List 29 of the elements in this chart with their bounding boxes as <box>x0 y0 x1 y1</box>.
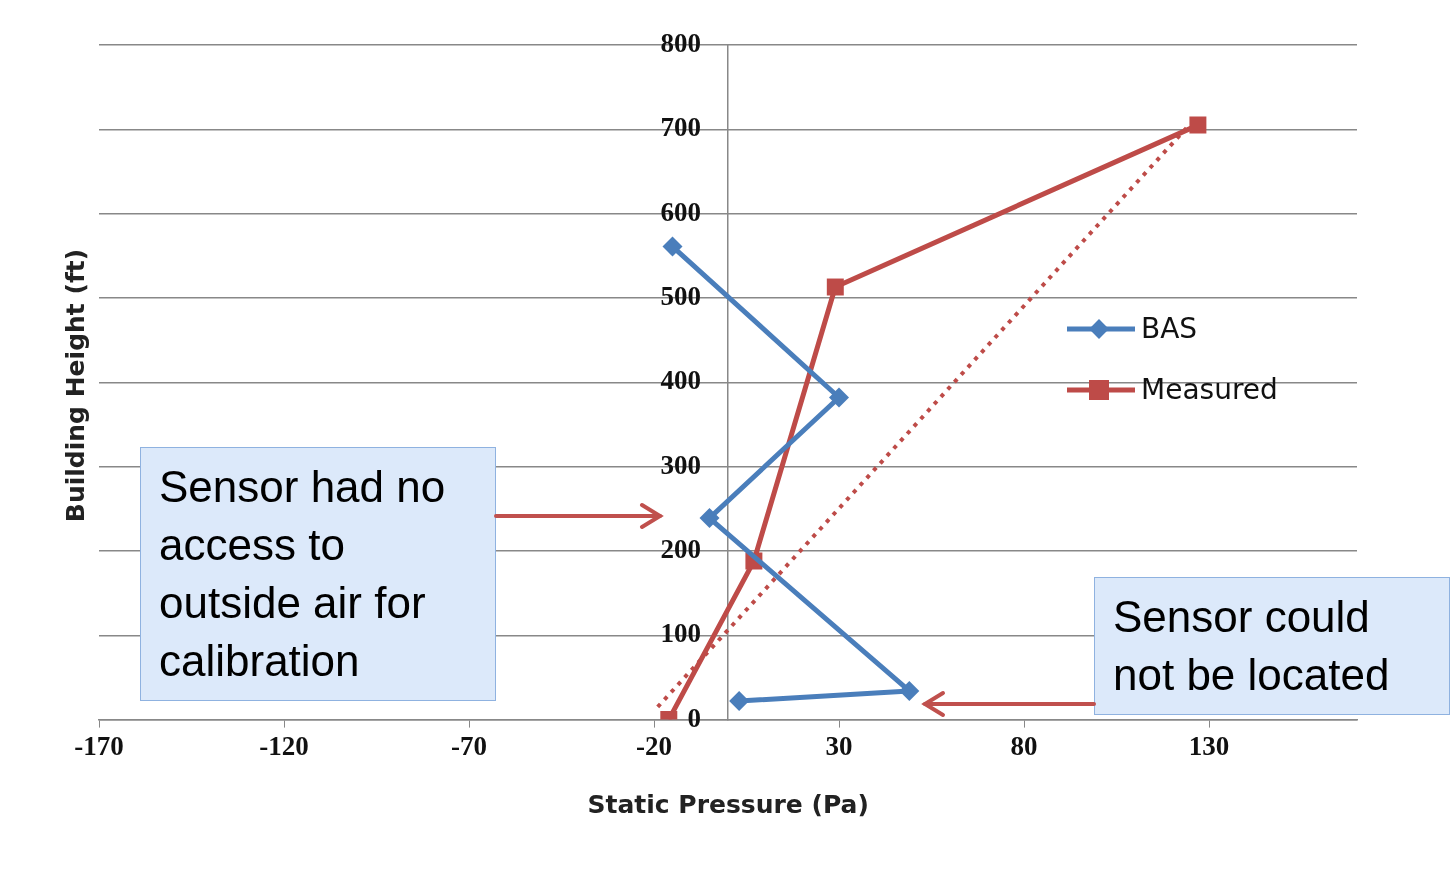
y-tick-label: 500 <box>660 280 728 311</box>
y-tick-label: 400 <box>660 365 728 396</box>
legend-label: BAS <box>1141 312 1198 346</box>
y-tick-label: 200 <box>660 533 728 564</box>
x-tick-label: 30 <box>825 730 853 761</box>
x-tick-label: -170 <box>74 730 124 761</box>
x-tick-label: 130 <box>1188 730 1230 761</box>
y-tick-label: 700 <box>660 112 728 143</box>
annotation: Sensor had no access to outside air for calibration <box>140 447 496 701</box>
y-tick-label: 800 <box>660 27 728 58</box>
point <box>826 278 844 296</box>
x-tick-label: 80 <box>1010 730 1038 761</box>
annotation: Sensor could not be located <box>1094 577 1450 715</box>
x-axis-title: Static Pressure (Pa) <box>587 789 869 819</box>
point <box>729 691 750 712</box>
point <box>899 680 920 701</box>
y-tick-label: 300 <box>660 449 728 480</box>
point <box>662 236 683 257</box>
y-tick-label: 600 <box>660 196 728 227</box>
point <box>1189 116 1207 134</box>
x-tick-label: -120 <box>259 730 309 761</box>
y-tick-label: 0 <box>687 702 728 733</box>
x-tick-label: -70 <box>451 730 487 761</box>
y-axis-title: Building Height (ft) <box>60 248 90 522</box>
point <box>699 508 720 529</box>
x-tick-label: -20 <box>636 730 672 761</box>
legend-label: Measured <box>1141 373 1278 407</box>
y-tick-label: 100 <box>660 618 728 649</box>
point <box>829 387 849 408</box>
